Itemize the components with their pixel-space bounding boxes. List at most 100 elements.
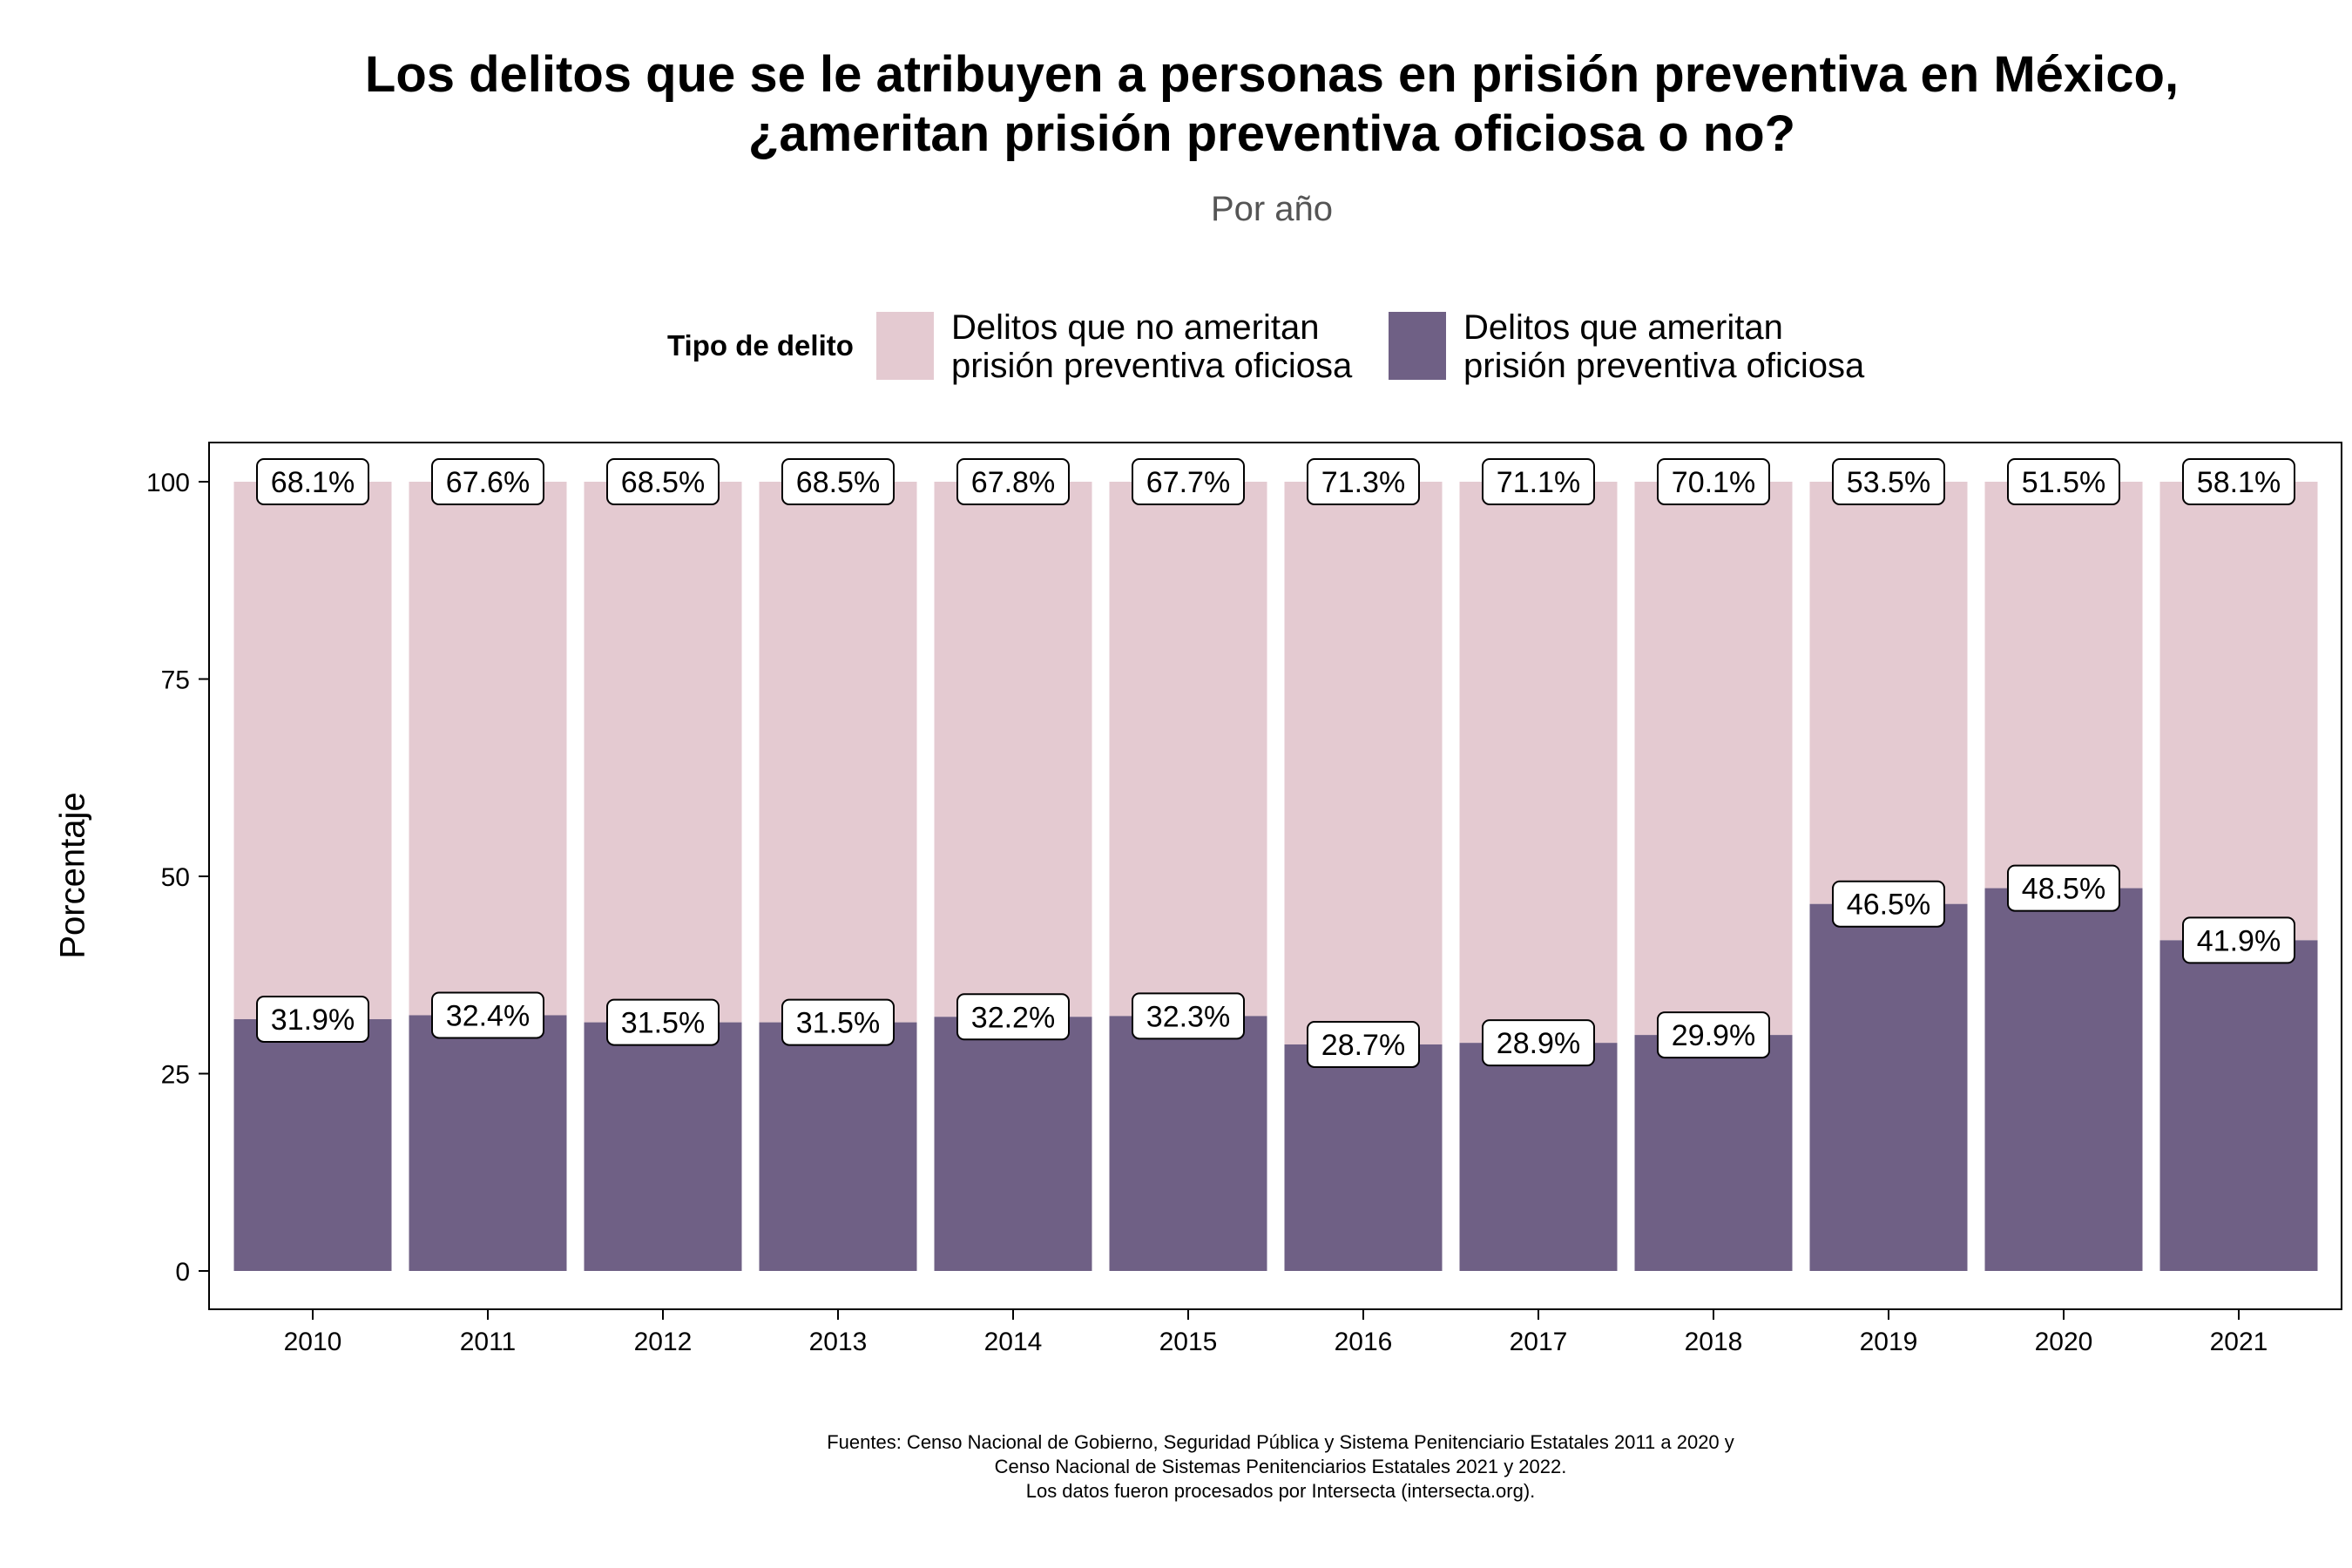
data-label-ameritan-2011: 32.4% [446, 999, 530, 1032]
data-label-no-ameritan-2021-box [2182, 458, 2295, 505]
bar-no-ameritan-2014 [934, 482, 1092, 1017]
data-label-ameritan-2019: 46.5% [1847, 889, 1930, 922]
bar-ameritan-2021 [2159, 940, 2318, 1271]
y-tick-label: 50 [161, 863, 190, 892]
data-label-no-ameritan-2010-box [256, 458, 369, 505]
y-tick-label: 75 [161, 666, 190, 695]
data-label-no-ameritan-2011-box [431, 458, 544, 505]
bar-no-ameritan-2016 [1284, 482, 1443, 1044]
data-label-ameritan-2019-box [1832, 880, 1945, 928]
bar-ameritan-2016 [1284, 1044, 1443, 1271]
data-label-no-ameritan-2014: 67.8% [971, 466, 1055, 499]
data-label-ameritan-2018: 29.9% [1672, 1019, 1755, 1052]
legend-title: Tipo de delito [667, 329, 854, 362]
footer-sources: Fuentes: Censo Nacional de Gobierno, Seg… [209, 1430, 2352, 1504]
bar-ameritan-2019 [1809, 903, 1968, 1271]
data-label-no-ameritan-2013-box [781, 458, 895, 505]
legend-key-ameritan [1389, 312, 1446, 380]
data-label-ameritan-2021: 41.9% [2197, 924, 2281, 957]
legend: Tipo de delito Delitos que no ameritan p… [0, 308, 2352, 387]
legend-label-ameritan: Delitos que ameritan prisión preventiva … [1463, 308, 1865, 385]
data-label-no-ameritan-2011: 67.6% [446, 466, 530, 499]
data-label-no-ameritan-2014-box [956, 458, 1070, 505]
data-label-no-ameritan-2013: 68.5% [796, 466, 880, 499]
data-label-ameritan-2012-box [606, 998, 720, 1046]
x-tick-label-2018: 2018 [1685, 1328, 1743, 1356]
footer-line-1: Fuentes: Censo Nacional de Gobierno, Seg… [827, 1431, 1734, 1453]
bar-ameritan-2018 [1634, 1035, 1793, 1271]
bar-ameritan-2020 [1984, 888, 2143, 1271]
legend-key-no-ameritan [876, 312, 934, 380]
bar-ameritan-2010 [233, 1018, 392, 1271]
x-tick-label-2011: 2011 [460, 1328, 517, 1356]
data-label-no-ameritan-2012-box [606, 458, 720, 505]
data-label-no-ameritan-2019: 53.5% [1847, 466, 1930, 499]
x-tick-label-2020: 2020 [2035, 1328, 2093, 1356]
y-tick-label: 100 [146, 469, 190, 497]
data-label-no-ameritan-2015: 67.7% [1146, 466, 1230, 499]
data-label-ameritan-2017-box [1482, 1019, 1595, 1067]
data-label-ameritan-2020-box [2007, 864, 2120, 912]
x-tick-label-2015: 2015 [1159, 1328, 1218, 1356]
data-label-no-ameritan-2016: 71.3% [1321, 466, 1405, 499]
bar-no-ameritan-2020 [1984, 482, 2143, 889]
bar-no-ameritan-2015 [1109, 482, 1267, 1017]
x-tick-label-2010: 2010 [284, 1328, 342, 1356]
data-label-no-ameritan-2021: 58.1% [2197, 466, 2281, 499]
data-label-ameritan-2010: 31.9% [271, 1004, 355, 1037]
bar-ameritan-2011 [409, 1015, 567, 1271]
footer-line-3: Los datos fueron procesados por Intersec… [1025, 1480, 1536, 1502]
data-label-ameritan-2017: 28.9% [1497, 1027, 1580, 1060]
data-label-no-ameritan-2018: 70.1% [1672, 466, 1755, 499]
bar-no-ameritan-2019 [1809, 482, 1968, 904]
y-tick-label: 0 [175, 1258, 190, 1287]
x-tick-label-2021: 2021 [2210, 1328, 2268, 1356]
bar-no-ameritan-2018 [1634, 482, 1793, 1036]
data-label-ameritan-2014-box [956, 993, 1070, 1041]
data-label-ameritan-2021-box [2182, 916, 2295, 964]
data-label-no-ameritan-2020: 51.5% [2022, 466, 2105, 499]
data-label-no-ameritan-2018-box [1657, 458, 1770, 505]
bar-no-ameritan-2017 [1459, 482, 1618, 1044]
bar-ameritan-2017 [1459, 1043, 1618, 1271]
bar-no-ameritan-2011 [409, 482, 567, 1016]
data-label-no-ameritan-2017: 71.1% [1497, 466, 1580, 499]
data-label-ameritan-2012: 31.5% [621, 1007, 705, 1040]
chart-subtitle: Por año [1210, 190, 1334, 228]
chart-title: Los delitos que se le atribuyen a person… [200, 45, 2343, 164]
bar-ameritan-2013 [759, 1022, 917, 1271]
bar-no-ameritan-2012 [584, 482, 742, 1023]
x-tick-label-2016: 2016 [1335, 1328, 1393, 1356]
data-label-ameritan-2015: 32.3% [1146, 1000, 1230, 1033]
bar-no-ameritan-2021 [2159, 482, 2318, 941]
bar-ameritan-2012 [584, 1022, 742, 1271]
bar-no-ameritan-2013 [759, 482, 917, 1023]
data-label-ameritan-2018-box [1657, 1011, 1770, 1059]
data-label-no-ameritan-2017-box [1482, 458, 1595, 505]
bar-no-ameritan-2010 [233, 482, 392, 1019]
x-tick-label-2014: 2014 [984, 1328, 1043, 1356]
data-label-ameritan-2016: 28.7% [1321, 1029, 1405, 1062]
x-tick-label-2017: 2017 [1510, 1328, 1568, 1356]
legend-label-no-ameritan: Delitos que no ameritan prisión preventi… [951, 308, 1353, 385]
bar-ameritan-2015 [1109, 1016, 1267, 1271]
chart-title-line-1: Los delitos que se le atribuyen a person… [364, 46, 2180, 103]
data-label-no-ameritan-2019-box [1832, 458, 1945, 505]
chart-title-line-2: ¿ameritan prisión preventiva oficiosa o … [747, 105, 1796, 162]
data-label-ameritan-2014: 32.2% [971, 1001, 1055, 1034]
data-label-no-ameritan-2015-box [1132, 458, 1245, 505]
x-tick-label-2019: 2019 [1860, 1328, 1918, 1356]
bar-ameritan-2014 [934, 1017, 1092, 1271]
x-tick-label-2012: 2012 [634, 1328, 693, 1356]
data-label-ameritan-2013: 31.5% [796, 1007, 880, 1040]
y-tick-label: 25 [161, 1061, 190, 1090]
x-tick-label-2013: 2013 [809, 1328, 868, 1356]
data-label-ameritan-2015-box [1132, 992, 1245, 1040]
data-label-no-ameritan-2010: 68.1% [271, 466, 355, 499]
data-label-ameritan-2016-box [1307, 1020, 1420, 1068]
data-label-ameritan-2010-box [256, 995, 369, 1043]
data-label-no-ameritan-2012: 68.5% [621, 466, 705, 499]
data-label-ameritan-2013-box [781, 998, 895, 1046]
data-label-no-ameritan-2020-box [2007, 458, 2120, 505]
